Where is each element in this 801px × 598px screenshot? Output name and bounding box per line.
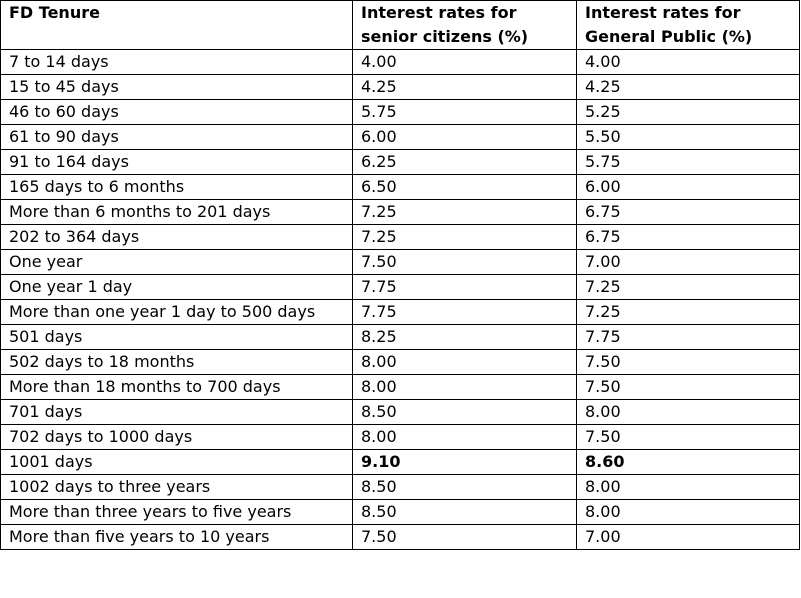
table-row: More than 6 months to 201 days 7.25 6.75 bbox=[0, 199, 800, 225]
cell-tenure: 46 to 60 days bbox=[0, 99, 353, 125]
table-row: 202 to 364 days 7.25 6.75 bbox=[0, 224, 800, 250]
cell-tenure: 501 days bbox=[0, 324, 353, 350]
cell-senior-rate: 5.75 bbox=[352, 99, 577, 125]
cell-tenure: 61 to 90 days bbox=[0, 124, 353, 150]
cell-senior-rate: 7.75 bbox=[352, 274, 577, 300]
table-row: 701 days 8.50 8.00 bbox=[0, 399, 800, 425]
cell-senior-rate: 6.00 bbox=[352, 124, 577, 150]
table-row: More than one year 1 day to 500 days 7.75… bbox=[0, 299, 800, 325]
cell-senior-rate: 6.25 bbox=[352, 149, 577, 175]
cell-tenure: 91 to 164 days bbox=[0, 149, 353, 175]
table-row: More than five years to 10 years 7.50 7.00 bbox=[0, 524, 800, 550]
cell-tenure: One year 1 day bbox=[0, 274, 353, 300]
cell-senior-rate: 8.50 bbox=[352, 499, 577, 525]
cell-tenure: More than one year 1 day to 500 days bbox=[0, 299, 353, 325]
cell-senior-rate: 8.50 bbox=[352, 399, 577, 425]
cell-tenure: More than five years to 10 years bbox=[0, 524, 353, 550]
table-row: 46 to 60 days 5.75 5.25 bbox=[0, 99, 800, 125]
cell-general-rate: 6.75 bbox=[576, 199, 800, 225]
cell-general-rate: 7.25 bbox=[576, 274, 800, 300]
cell-general-rate: 8.00 bbox=[576, 499, 800, 525]
table-row: 1001 days 9.10 8.60 bbox=[0, 449, 800, 475]
cell-senior-rate: 7.50 bbox=[352, 524, 577, 550]
cell-senior-rate: 8.25 bbox=[352, 324, 577, 350]
cell-tenure: More than three years to five years bbox=[0, 499, 353, 525]
cell-tenure: 701 days bbox=[0, 399, 353, 425]
header-general-public-rate: Interest rates for General Public (%) bbox=[576, 0, 800, 50]
cell-general-rate: 4.00 bbox=[576, 49, 800, 75]
table-row: 165 days to 6 months 6.50 6.00 bbox=[0, 174, 800, 200]
cell-general-rate: 7.25 bbox=[576, 299, 800, 325]
table-row: One year 1 day 7.75 7.25 bbox=[0, 274, 800, 300]
table-row: One year 7.50 7.00 bbox=[0, 249, 800, 275]
cell-senior-rate: 7.50 bbox=[352, 249, 577, 275]
cell-general-rate: 7.50 bbox=[576, 374, 800, 400]
cell-tenure: 15 to 45 days bbox=[0, 74, 353, 100]
cell-tenure: 1001 days bbox=[0, 449, 353, 475]
table-row: More than three years to five years 8.50 8… bbox=[0, 499, 800, 525]
cell-tenure: 1002 days to three years bbox=[0, 474, 353, 500]
table-body: 7 to 14 days 4.00 4.00 15 to 45 days 4.25 4.2… bbox=[0, 49, 800, 550]
table-row: 91 to 164 days 6.25 5.75 bbox=[0, 149, 800, 175]
table-row: 702 days to 1000 days 8.00 7.50 bbox=[0, 424, 800, 450]
cell-tenure: More than 18 months to 700 days bbox=[0, 374, 353, 400]
cell-senior-rate: 6.50 bbox=[352, 174, 577, 200]
cell-tenure: 165 days to 6 months bbox=[0, 174, 353, 200]
cell-senior-rate: 7.25 bbox=[352, 199, 577, 225]
cell-general-rate: 5.50 bbox=[576, 124, 800, 150]
cell-general-rate: 7.50 bbox=[576, 424, 800, 450]
header-senior-citizens-rate: Interest rates for senior citizens (%) bbox=[352, 0, 577, 50]
cell-tenure: 702 days to 1000 days bbox=[0, 424, 353, 450]
cell-general-rate: 4.25 bbox=[576, 74, 800, 100]
cell-general-rate: 8.00 bbox=[576, 399, 800, 425]
cell-general-rate: 6.00 bbox=[576, 174, 800, 200]
table-row: 1002 days to three years 8.50 8.00 bbox=[0, 474, 800, 500]
table-row: 61 to 90 days 6.00 5.50 bbox=[0, 124, 800, 150]
cell-general-rate: 5.25 bbox=[576, 99, 800, 125]
table-row: More than 18 months to 700 days 8.00 7.50 bbox=[0, 374, 800, 400]
cell-senior-rate: 9.10 bbox=[352, 449, 577, 475]
cell-general-rate: 5.75 bbox=[576, 149, 800, 175]
header-row: FD Tenure Interest rates for senior citi… bbox=[0, 0, 800, 50]
cell-general-rate: 8.00 bbox=[576, 474, 800, 500]
cell-senior-rate: 4.25 bbox=[352, 74, 577, 100]
cell-senior-rate: 8.00 bbox=[352, 349, 577, 375]
table-row: 502 days to 18 months 8.00 7.50 bbox=[0, 349, 800, 375]
cell-general-rate: 6.75 bbox=[576, 224, 800, 250]
cell-tenure: 502 days to 18 months bbox=[0, 349, 353, 375]
cell-senior-rate: 7.75 bbox=[352, 299, 577, 325]
cell-senior-rate: 8.00 bbox=[352, 374, 577, 400]
cell-general-rate: 7.00 bbox=[576, 249, 800, 275]
cell-general-rate: 8.60 bbox=[576, 449, 800, 475]
cell-tenure: 7 to 14 days bbox=[0, 49, 353, 75]
cell-general-rate: 7.50 bbox=[576, 349, 800, 375]
cell-tenure: 202 to 364 days bbox=[0, 224, 353, 250]
cell-general-rate: 7.00 bbox=[576, 524, 800, 550]
cell-senior-rate: 4.00 bbox=[352, 49, 577, 75]
cell-senior-rate: 8.00 bbox=[352, 424, 577, 450]
cell-tenure: More than 6 months to 201 days bbox=[0, 199, 353, 225]
header-fd-tenure: FD Tenure bbox=[0, 0, 353, 50]
table-row: 7 to 14 days 4.00 4.00 bbox=[0, 49, 800, 75]
table-row: 501 days 8.25 7.75 bbox=[0, 324, 800, 350]
cell-general-rate: 7.75 bbox=[576, 324, 800, 350]
cell-senior-rate: 8.50 bbox=[352, 474, 577, 500]
cell-tenure: One year bbox=[0, 249, 353, 275]
cell-senior-rate: 7.25 bbox=[352, 224, 577, 250]
fd-rates-table: FD Tenure Interest rates for senior citi… bbox=[0, 0, 800, 550]
table-row: 15 to 45 days 4.25 4.25 bbox=[0, 74, 800, 100]
